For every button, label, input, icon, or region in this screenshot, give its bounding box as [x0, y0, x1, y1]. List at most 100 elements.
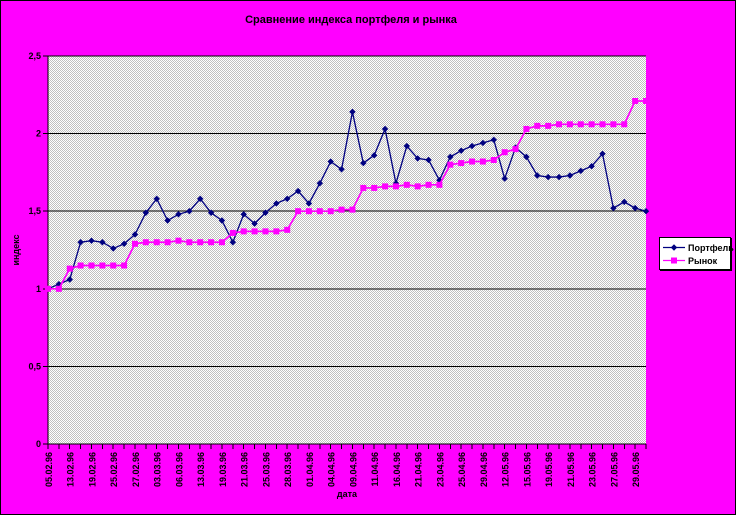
legend-label-portfolio: Портфель: [688, 242, 734, 253]
x-tick-label: 03.03.96: [153, 452, 163, 487]
market-point: [327, 208, 334, 215]
market-point: [610, 121, 617, 128]
portfolio-point: [566, 172, 574, 179]
market-point: [99, 262, 106, 269]
portfolio-point: [577, 167, 584, 175]
portfolio-point: [425, 156, 432, 164]
market-point: [447, 161, 454, 168]
portfolio-point: [468, 142, 476, 150]
y-tick-label: 1,5: [28, 206, 41, 216]
x-tick-label: 19.02.96: [87, 452, 97, 487]
portfolio-point: [338, 166, 345, 173]
market-point: [208, 239, 215, 246]
market-point: [556, 121, 563, 128]
portfolio-point: [599, 150, 606, 157]
x-axis-ticks: 05.02.96 13.02.96 19.02.96 25.02.96 27.02.96…: [44, 444, 647, 487]
market-point: [175, 237, 182, 244]
portfolio-point: [501, 175, 508, 182]
y-tick-label: 0,5: [28, 361, 41, 371]
legend-item-portfolio: Портфель: [662, 241, 734, 254]
portfolio-point: [207, 209, 215, 216]
portfolio-point: [153, 195, 160, 202]
market-point: [186, 239, 193, 246]
portfolio-point: [642, 208, 650, 215]
market-point: [197, 239, 204, 246]
x-tick-label: 27.05.96: [609, 452, 619, 487]
portfolio-point: [262, 209, 269, 216]
gridlines: [48, 55, 646, 367]
portfolio-point: [360, 159, 367, 167]
x-tick-label: 13.03.96: [196, 452, 206, 487]
portfolio-point: [403, 142, 410, 150]
market-point: [305, 208, 312, 215]
portfolio-point: [349, 108, 356, 116]
market-point: [599, 121, 606, 128]
market-point: [251, 228, 258, 235]
portfolio-point: [284, 195, 291, 202]
market-point: [338, 206, 345, 213]
market-point: [588, 121, 595, 128]
portfolio-point: [164, 217, 171, 224]
x-tick-label: 29.05.96: [631, 452, 641, 487]
portfolio-point: [273, 200, 280, 207]
x-tick-label: 23.04.96: [435, 452, 445, 487]
market-point: [469, 158, 476, 165]
market-point: [632, 98, 639, 105]
portfolio-point: [447, 153, 454, 161]
y-tick-label: 0: [36, 439, 41, 449]
market-point: [392, 183, 399, 190]
x-tick-label: 16.04.96: [392, 452, 402, 487]
portfolio-point: [490, 136, 497, 144]
plot-background: [48, 56, 646, 444]
portfolio-point: [327, 158, 334, 165]
market-point: [479, 158, 486, 165]
x-tick-label: 25.04.96: [457, 452, 467, 487]
market-point: [273, 228, 280, 235]
x-tick-label: 06.03.96: [174, 452, 184, 487]
market-point: [512, 146, 519, 153]
portfolio-point: [610, 204, 617, 212]
market-point: [523, 125, 530, 132]
market-point: [501, 149, 508, 156]
market-point: [360, 184, 367, 191]
market-point: [110, 262, 117, 269]
market-point: [218, 239, 225, 246]
market-point: [316, 208, 323, 215]
portfolio-point: [534, 172, 541, 179]
market-point: [382, 183, 389, 190]
x-tick-label: 28.03.96: [283, 452, 293, 487]
legend-item-market: Рынок: [662, 254, 728, 267]
market-point: [436, 181, 443, 188]
portfolio-point: [479, 139, 487, 147]
y-tick-label: 2,5: [28, 51, 41, 61]
market-series: [45, 98, 649, 292]
portfolio-point: [621, 198, 628, 206]
market-point: [371, 184, 378, 191]
portfolio-point: [88, 237, 95, 244]
market-point: [55, 285, 62, 292]
portfolio-point: [218, 217, 226, 224]
portfolio-point: [294, 187, 302, 195]
x-tick-label: 25.03.96: [261, 452, 271, 487]
y-tick-label: 2: [36, 129, 41, 139]
market-point: [577, 121, 584, 128]
x-tick-label: 12.05.96: [501, 452, 511, 487]
market-point: [262, 228, 269, 235]
portfolio-line-marker-icon: [663, 244, 685, 251]
market-point: [77, 262, 84, 269]
portfolio-point: [142, 209, 150, 216]
x-tick-label: 09.04.96: [348, 452, 358, 487]
portfolio-point: [120, 240, 128, 247]
y-axis-ticks: 0 0,5 1 1,5 2 2,5: [28, 51, 48, 449]
portfolio-point: [544, 173, 552, 181]
x-tick-label: 11.04.96: [370, 452, 380, 487]
x-tick-label: 04.04.96: [327, 452, 337, 487]
market-point: [295, 208, 302, 215]
x-tick-label: 13.02.96: [66, 452, 76, 487]
legend-label-market: Рынок: [688, 255, 718, 266]
x-tick-label: 27.02.96: [131, 452, 141, 487]
x-tick-label: 19.03.96: [218, 452, 228, 487]
portfolio-point: [99, 239, 106, 246]
market-point: [229, 229, 236, 236]
